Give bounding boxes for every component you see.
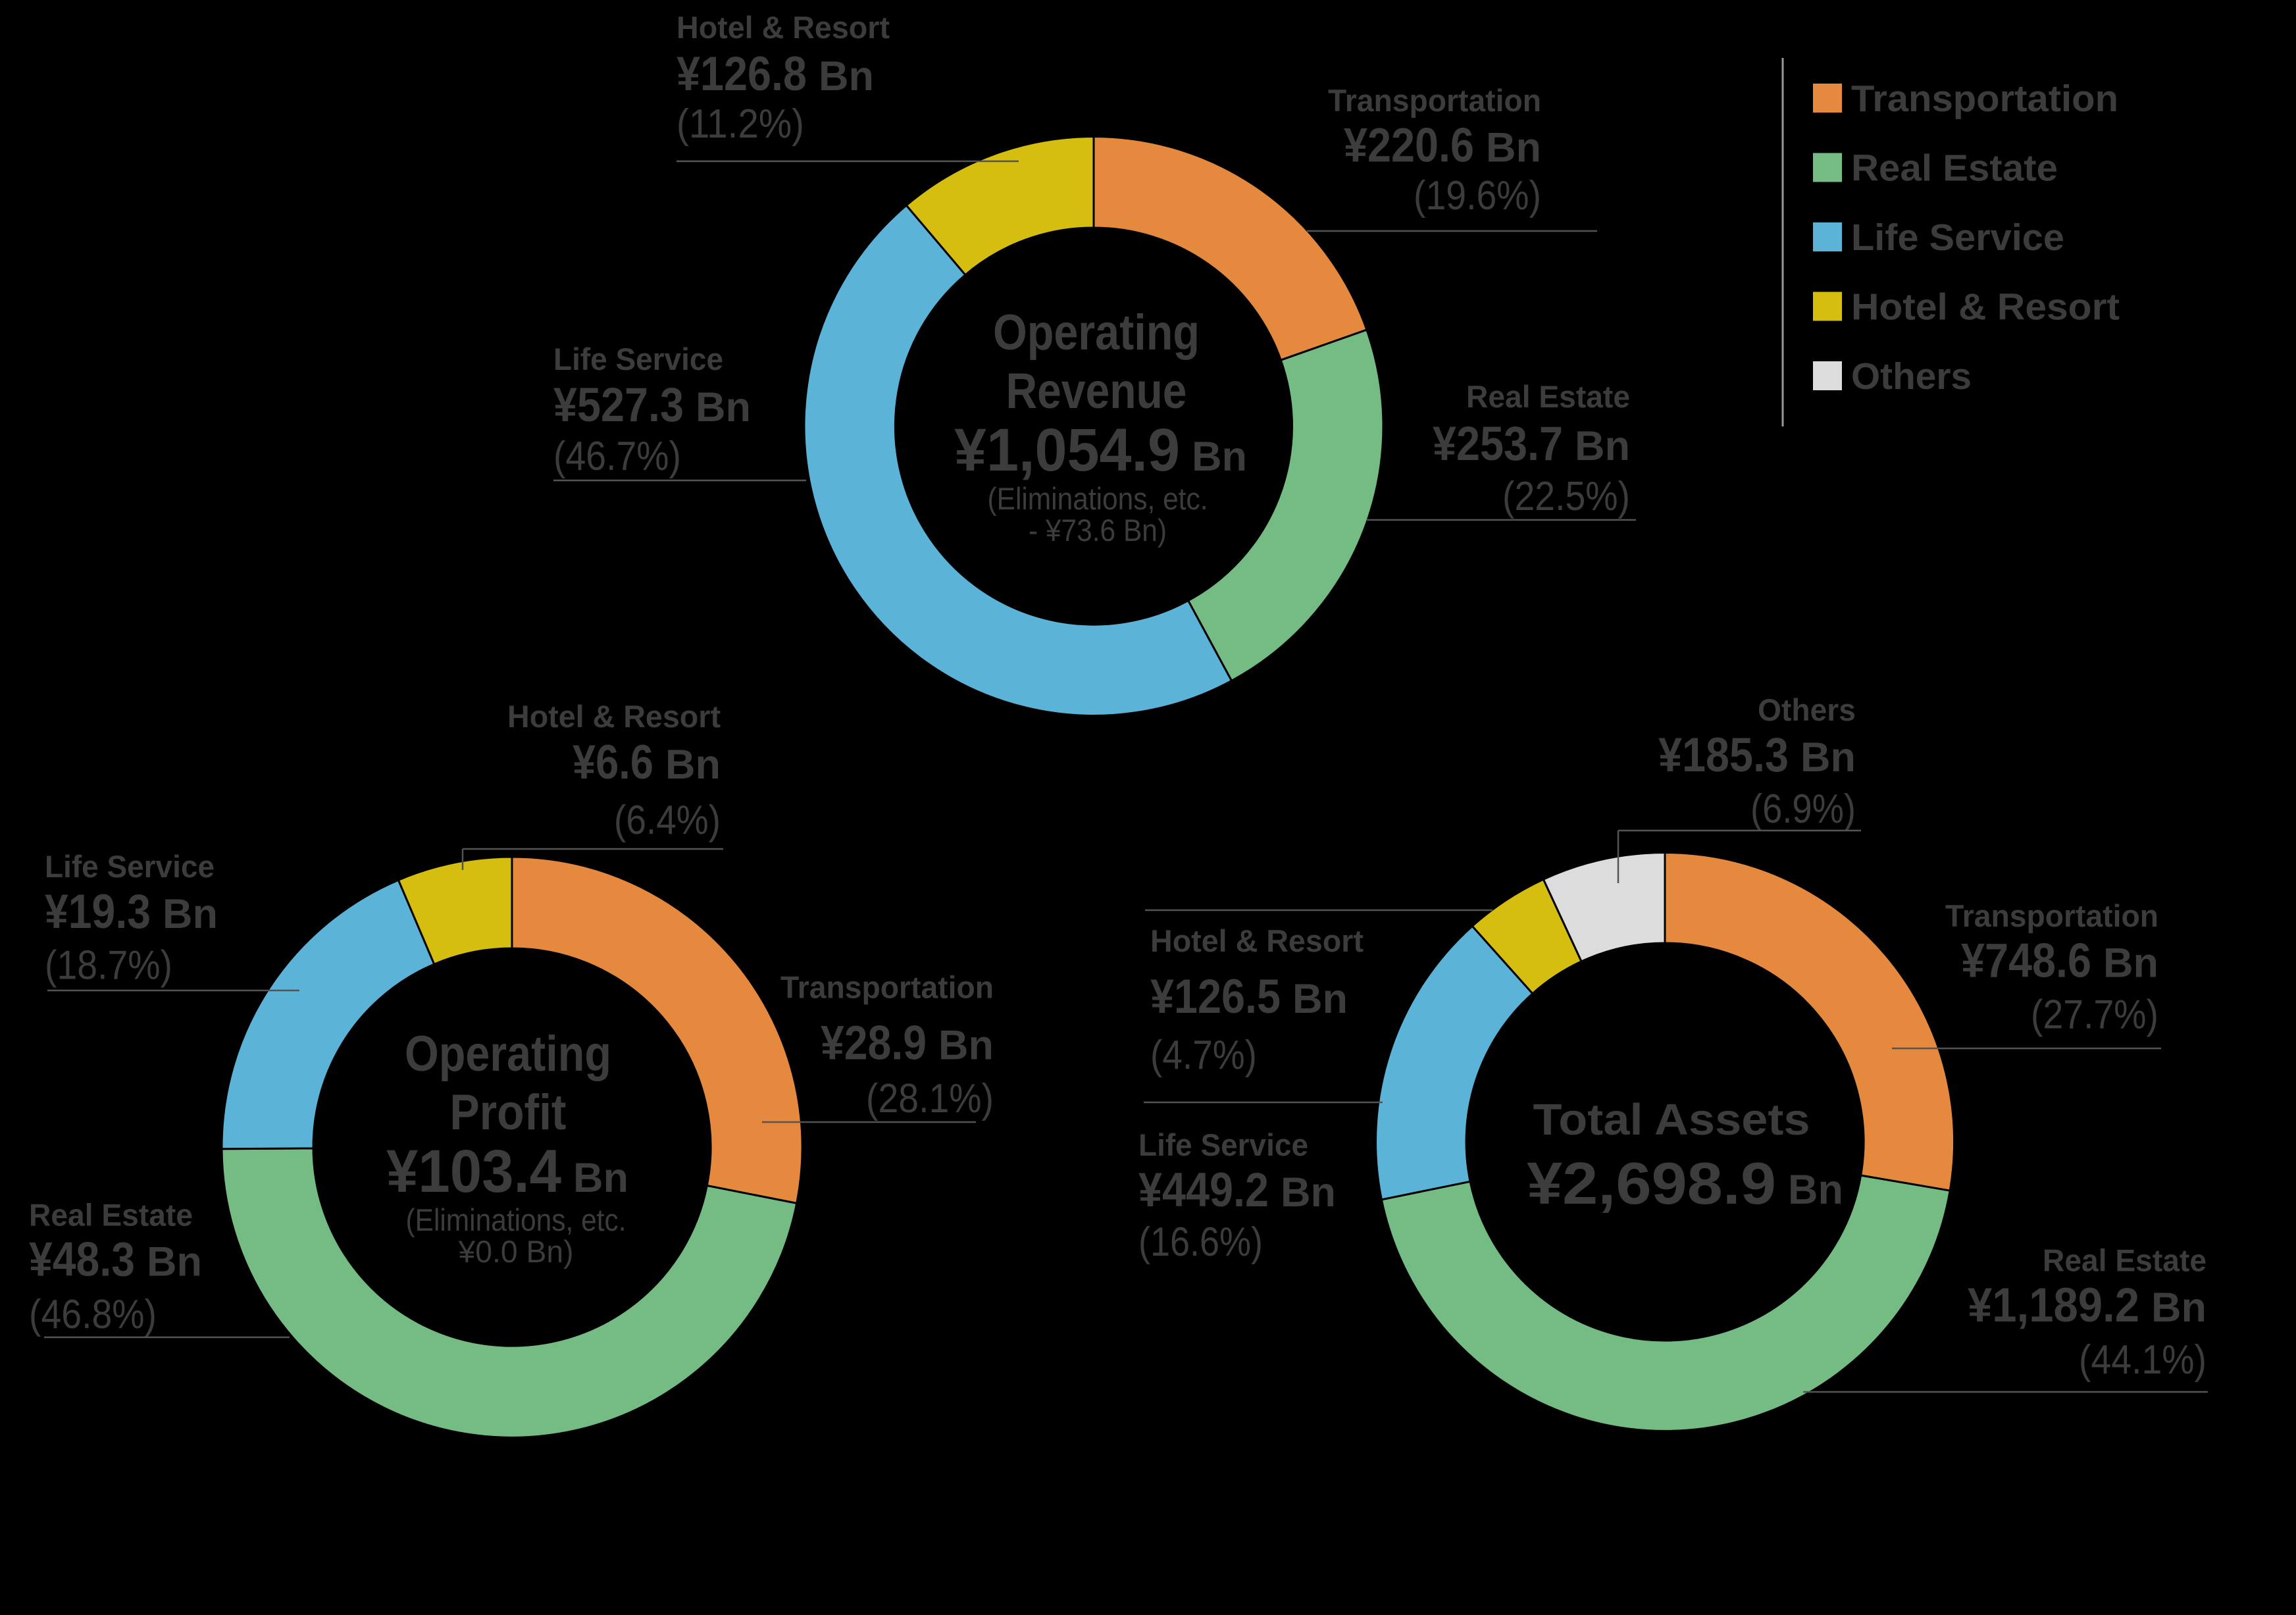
svg-text:Revenue: Revenue bbox=[1006, 363, 1187, 419]
svg-text:(Eliminations, etc.: (Eliminations, etc. bbox=[406, 1202, 626, 1237]
svg-text:(4.7%): (4.7%) bbox=[1150, 1033, 1257, 1078]
svg-text:Life Service: Life Service bbox=[1138, 1127, 1308, 1162]
svg-text:- ¥73.6 Bn): - ¥73.6 Bn) bbox=[1029, 513, 1167, 548]
svg-text:¥220.6: ¥220.6 bbox=[1344, 119, 1474, 172]
svg-text:Operating: Operating bbox=[993, 305, 1200, 361]
svg-text:¥1,054.9: ¥1,054.9 bbox=[954, 417, 1180, 484]
svg-text:(22.5%): (22.5%) bbox=[1502, 474, 1630, 519]
svg-text:Bn: Bn bbox=[147, 1239, 202, 1285]
svg-text:Real Estate: Real Estate bbox=[2043, 1243, 2207, 1278]
svg-text:Bn: Bn bbox=[1192, 434, 1247, 480]
svg-text:(6.4%): (6.4%) bbox=[614, 798, 721, 843]
svg-text:(11.2%): (11.2%) bbox=[676, 101, 804, 147]
svg-text:(27.7%): (27.7%) bbox=[2031, 992, 2158, 1038]
svg-text:Life Service: Life Service bbox=[553, 342, 723, 376]
svg-text:Others: Others bbox=[1758, 692, 1856, 727]
svg-text:Bn: Bn bbox=[2151, 1285, 2207, 1331]
svg-text:¥19.3: ¥19.3 bbox=[45, 885, 151, 938]
svg-text:Hotel & Resort: Hotel & Resort bbox=[507, 699, 721, 734]
svg-text:¥527.3: ¥527.3 bbox=[553, 378, 684, 432]
svg-text:Bn: Bn bbox=[573, 1155, 628, 1201]
svg-text:(18.7%): (18.7%) bbox=[45, 943, 172, 988]
svg-text:(19.6%): (19.6%) bbox=[1414, 173, 1541, 218]
svg-text:Transportation: Transportation bbox=[1945, 898, 2158, 933]
svg-text:Hotel & Resort: Hotel & Resort bbox=[1851, 286, 2120, 328]
svg-text:Bn: Bn bbox=[819, 53, 874, 99]
svg-text:Bn: Bn bbox=[1788, 1167, 1843, 1213]
svg-text:Profit: Profit bbox=[450, 1085, 567, 1141]
svg-text:Bn: Bn bbox=[696, 384, 751, 430]
svg-text:Transportation: Transportation bbox=[1328, 83, 1541, 118]
svg-text:(28.1%): (28.1%) bbox=[866, 1076, 994, 1121]
svg-text:¥0.0 Bn): ¥0.0 Bn) bbox=[458, 1234, 574, 1269]
svg-text:¥103.4: ¥103.4 bbox=[386, 1138, 561, 1205]
svg-text:Transportation: Transportation bbox=[1851, 78, 2118, 120]
svg-text:(Eliminations, etc.: (Eliminations, etc. bbox=[988, 481, 1208, 516]
svg-text:Bn: Bn bbox=[1800, 734, 1856, 781]
svg-text:(6.9%): (6.9%) bbox=[1750, 786, 1856, 832]
svg-text:¥253.7: ¥253.7 bbox=[1433, 417, 1563, 471]
svg-text:Hotel & Resort: Hotel & Resort bbox=[676, 10, 890, 45]
svg-text:Bn: Bn bbox=[938, 1023, 994, 1069]
svg-text:¥48.3: ¥48.3 bbox=[29, 1233, 135, 1287]
svg-text:Others: Others bbox=[1851, 355, 1972, 397]
svg-text:Hotel & Resort: Hotel & Resort bbox=[1150, 923, 1364, 958]
svg-text:Transportation: Transportation bbox=[780, 970, 994, 1005]
svg-text:¥748.6: ¥748.6 bbox=[1961, 935, 2091, 988]
svg-text:¥1,189.2: ¥1,189.2 bbox=[1968, 1279, 2139, 1332]
svg-text:Real Estate: Real Estate bbox=[29, 1198, 193, 1233]
svg-text:(16.6%): (16.6%) bbox=[1138, 1219, 1263, 1265]
svg-text:¥126.5: ¥126.5 bbox=[1150, 970, 1281, 1023]
svg-text:¥6.6: ¥6.6 bbox=[573, 736, 653, 789]
svg-text:Bn: Bn bbox=[1486, 125, 1541, 171]
svg-text:Bn: Bn bbox=[665, 742, 721, 788]
svg-text:¥126.8: ¥126.8 bbox=[676, 47, 807, 101]
svg-text:(46.7%): (46.7%) bbox=[553, 434, 681, 479]
svg-text:Life Service: Life Service bbox=[1851, 217, 2064, 259]
svg-text:¥28.9: ¥28.9 bbox=[821, 1017, 927, 1070]
svg-text:¥2,698.9: ¥2,698.9 bbox=[1527, 1151, 1776, 1217]
svg-text:Life Service: Life Service bbox=[45, 849, 215, 884]
svg-text:Bn: Bn bbox=[1292, 976, 1348, 1022]
svg-text:Bn: Bn bbox=[1575, 423, 1630, 469]
svg-text:Bn: Bn bbox=[1281, 1169, 1336, 1216]
svg-text:(46.8%): (46.8%) bbox=[29, 1292, 157, 1337]
svg-text:¥449.2: ¥449.2 bbox=[1138, 1164, 1269, 1217]
svg-text:Real Estate: Real Estate bbox=[1466, 379, 1630, 414]
svg-text:Bn: Bn bbox=[2103, 940, 2158, 987]
svg-text:¥185.3: ¥185.3 bbox=[1658, 729, 1789, 782]
svg-text:(44.1%): (44.1%) bbox=[2079, 1337, 2207, 1383]
svg-text:Bn: Bn bbox=[163, 891, 218, 937]
svg-text:Real Estate: Real Estate bbox=[1851, 147, 2058, 190]
svg-text:Operating: Operating bbox=[405, 1026, 611, 1082]
svg-text:Total Assets: Total Assets bbox=[1533, 1095, 1810, 1144]
